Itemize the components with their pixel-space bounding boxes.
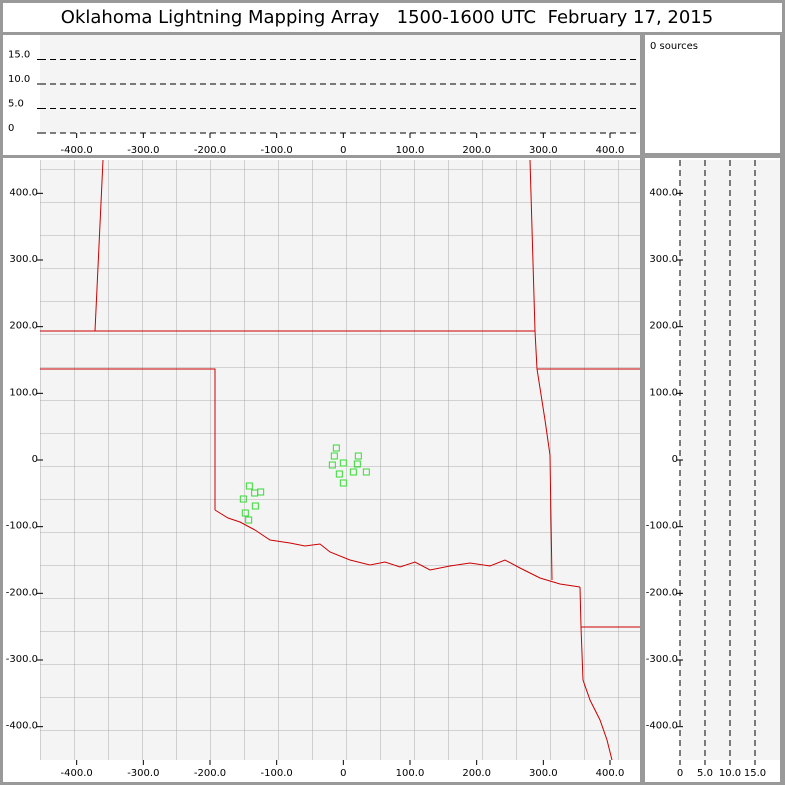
x-tick-label: -100.0 (261, 145, 293, 156)
state-borders (40, 159, 640, 761)
y-tick-label: 400.0 (9, 187, 38, 198)
y-tick-label: -100.0 (646, 521, 678, 532)
x-tick-label: -300.0 (127, 768, 159, 779)
y-tick-label: 300.0 (9, 254, 38, 265)
source-point (349, 468, 357, 476)
y-tick-label: 0 (672, 454, 678, 465)
source-point (245, 516, 253, 524)
x-tick-label: -200.0 (194, 145, 226, 156)
border (94, 159, 104, 332)
source-point (339, 459, 347, 467)
x-tick-label: 10.0 (719, 768, 741, 779)
y-tick-label: 400.0 (649, 187, 678, 198)
y-tick-label: -300.0 (6, 654, 38, 665)
source-point (251, 502, 259, 510)
x-tick-label: -200.0 (194, 768, 226, 779)
y-tick-label: 5.0 (8, 99, 24, 110)
x-tick-label: 100.0 (396, 768, 425, 779)
source-point (332, 444, 340, 452)
source-point (354, 452, 362, 460)
source-point (353, 460, 361, 468)
source-point (339, 479, 347, 487)
y-tick-label: -400.0 (646, 721, 678, 732)
x-tick-label: 300.0 (529, 768, 558, 779)
title-bar (3, 3, 782, 32)
x-tick-label: 300.0 (529, 145, 558, 156)
x-tick-label: 200.0 (462, 145, 491, 156)
y-tick-label: -400.0 (6, 721, 38, 732)
x-tick-label: 100.0 (396, 145, 425, 156)
x-tick-label: 15.0 (744, 768, 766, 779)
x-tick-label: -100.0 (261, 768, 293, 779)
y-tick-label: -100.0 (6, 521, 38, 532)
source-point (362, 468, 370, 476)
source-point (245, 482, 253, 490)
source-point (328, 461, 336, 469)
y-tick-label: 15.0 (8, 50, 30, 61)
border (40, 368, 216, 510)
x-tick-label: 0 (677, 768, 683, 779)
source-point (239, 495, 247, 503)
x-tick-label: -400.0 (61, 768, 93, 779)
y-tick-label: 100.0 (649, 387, 678, 398)
border (529, 159, 553, 581)
y-tick-label: 200.0 (9, 321, 38, 332)
x-tick-label: 400.0 (596, 145, 625, 156)
x-tick-label: -300.0 (127, 145, 159, 156)
y-tick-label: 300.0 (649, 254, 678, 265)
x-tick-label: 0 (340, 145, 346, 156)
x-tick-label: 5.0 (697, 768, 713, 779)
x-tick-label: 0 (340, 768, 346, 779)
y-tick-label: -200.0 (6, 587, 38, 598)
source-point (330, 452, 338, 460)
x-tick-label: -400.0 (61, 145, 93, 156)
x-tick-label: 200.0 (462, 768, 491, 779)
source-point (335, 470, 343, 478)
y-tick-label: 10.0 (8, 74, 30, 85)
chart-title: Oklahoma Lightning Mapping Array 1500-16… (61, 7, 713, 28)
y-tick-label: 0 (32, 454, 38, 465)
source-count: 0 sources (650, 41, 698, 52)
info-panel (645, 35, 780, 153)
source-point (257, 488, 265, 496)
x-tick-label: 400.0 (596, 768, 625, 779)
y-tick-label: 100.0 (9, 387, 38, 398)
border (214, 509, 581, 588)
source-point (241, 509, 249, 517)
y-tick-label: 200.0 (649, 321, 678, 332)
y-tick-label: -200.0 (646, 587, 678, 598)
y-tick-label: 0 (8, 123, 14, 134)
y-tick-label: -300.0 (646, 654, 678, 665)
